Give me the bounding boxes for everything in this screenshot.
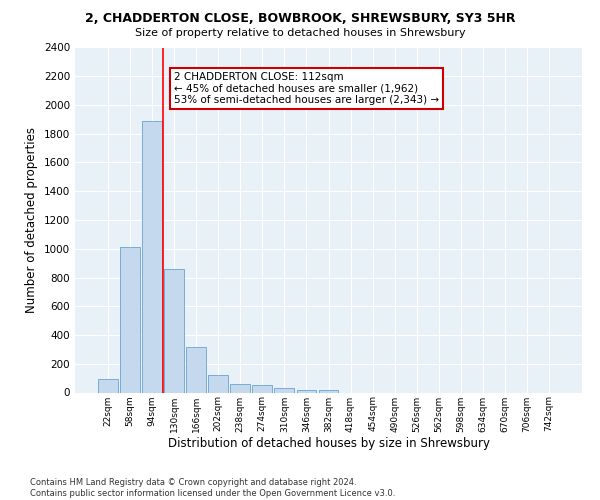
Bar <box>296 390 316 392</box>
Text: 2, CHADDERTON CLOSE, BOWBROOK, SHREWSBURY, SY3 5HR: 2, CHADDERTON CLOSE, BOWBROOK, SHREWSBUR… <box>85 12 515 26</box>
Bar <box>142 121 162 392</box>
Bar <box>120 248 140 392</box>
Y-axis label: Number of detached properties: Number of detached properties <box>25 127 38 313</box>
Bar <box>98 379 118 392</box>
Bar <box>164 269 184 392</box>
Bar <box>319 390 338 392</box>
Text: Size of property relative to detached houses in Shrewsbury: Size of property relative to detached ho… <box>134 28 466 38</box>
Bar <box>186 347 206 393</box>
Text: Contains HM Land Registry data © Crown copyright and database right 2024.
Contai: Contains HM Land Registry data © Crown c… <box>30 478 395 498</box>
Bar <box>274 388 295 392</box>
Bar <box>230 384 250 392</box>
Bar <box>208 375 228 392</box>
Bar <box>253 386 272 392</box>
Text: 2 CHADDERTON CLOSE: 112sqm
← 45% of detached houses are smaller (1,962)
53% of s: 2 CHADDERTON CLOSE: 112sqm ← 45% of deta… <box>174 72 439 105</box>
X-axis label: Distribution of detached houses by size in Shrewsbury: Distribution of detached houses by size … <box>167 437 490 450</box>
